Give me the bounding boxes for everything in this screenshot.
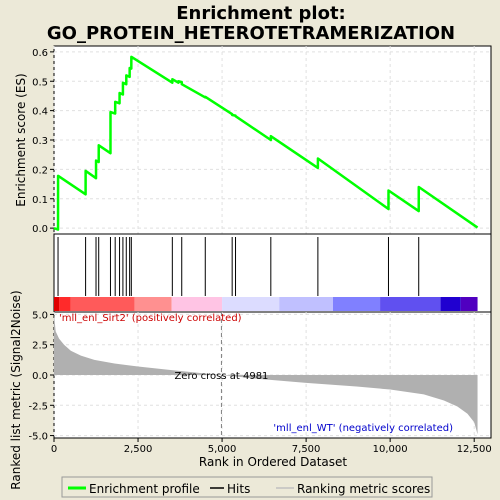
metric-y-axis-label: Ranked list metric (Signal2Noise) — [9, 290, 23, 489]
metric-y-tick-label: 0.0 — [32, 371, 48, 382]
legend: Enrichment profile Hits Ranking metric s… — [61, 476, 433, 498]
es-y-tick-label: 0.3 — [32, 136, 48, 147]
es-y-tick-label: 0.0 — [32, 224, 48, 235]
es-y-axis-label: Enrichment score (ES) — [14, 73, 28, 206]
legend-metric-label: Ranking metric scores — [297, 482, 430, 496]
x-tick-label: 10,000 — [373, 444, 408, 455]
x-tick-label: 5,000 — [208, 444, 237, 455]
metric-y-tick-label: 5.0 — [32, 310, 48, 321]
legend-enrichment-label: Enrichment profile — [89, 482, 200, 496]
es-y-tick-label: 0.6 — [32, 48, 48, 59]
es-panel: 0.0 0.1 0.2 0.3 0.4 0.5 0.6 Enrichment score (… — [14, 45, 492, 235]
x-tick-label: 0 — [51, 444, 57, 455]
x-tick-label: 2,500 — [124, 444, 153, 455]
hits-panel — [53, 233, 492, 313]
ranking-metric-area — [54, 314, 478, 435]
hit-lines — [57, 237, 420, 296]
color-bar-segment — [134, 297, 172, 311]
metric-y-tick-label: -5.0 — [28, 432, 48, 443]
color-bar-segment — [59, 297, 71, 311]
metric-y-tick-label: -2.5 — [28, 401, 48, 412]
color-bar-segment — [440, 297, 461, 311]
x-ticks: 0 2,500 5,000 7,500 10,000 12,500 — [51, 438, 492, 455]
color-bar-segment — [222, 297, 280, 311]
legend-hits-label: Hits — [227, 482, 250, 496]
x-axis-label: Rank in Ordered Dataset — [199, 455, 347, 469]
color-bar-segment — [171, 297, 223, 311]
zero-cross-label: Zero cross at 4981 — [174, 371, 268, 382]
es-grid — [53, 46, 491, 234]
metric-y-ticks: -5.0 -2.5 0.0 2.5 5.0 — [28, 310, 54, 443]
x-tick-label: 7,500 — [292, 444, 321, 455]
es-y-tick-label: 0.4 — [32, 107, 48, 118]
color-bar-segment — [460, 297, 478, 311]
color-bar-segment — [380, 297, 441, 311]
color-bar-segment — [333, 297, 381, 311]
es-y-tick-label: 0.2 — [32, 165, 48, 176]
es-y-ticks: 0.0 0.1 0.2 0.3 0.4 0.5 0.6 — [32, 48, 54, 235]
color-bar-segment — [70, 297, 135, 311]
x-tick-label: 12,500 — [457, 444, 492, 455]
negative-correlation-label: 'mll_enl_WT' (negatively correlated) — [273, 423, 453, 434]
metric-panel: -5.0 -2.5 0.0 2.5 5.0 Zero cross at 4981 'ml… — [9, 290, 492, 490]
es-y-tick-label: 0.5 — [32, 77, 48, 88]
rank-color-bar — [54, 297, 478, 311]
chart-title-line-2: GO_PROTEIN_HETEROTETRAMERIZATION — [47, 23, 455, 44]
enrichment-profile-line — [53, 55, 479, 231]
legend-box — [61, 476, 433, 498]
color-bar-segment — [279, 297, 334, 311]
metric-y-tick-label: 2.5 — [32, 341, 48, 352]
color-bar-segment — [54, 297, 60, 311]
chart-title-line-1: Enrichment plot: — [176, 3, 346, 24]
positive-correlation-label: 'mll_enl_Sirt2' (positively correlated) — [59, 313, 242, 324]
es-y-tick-label: 0.1 — [32, 195, 48, 206]
